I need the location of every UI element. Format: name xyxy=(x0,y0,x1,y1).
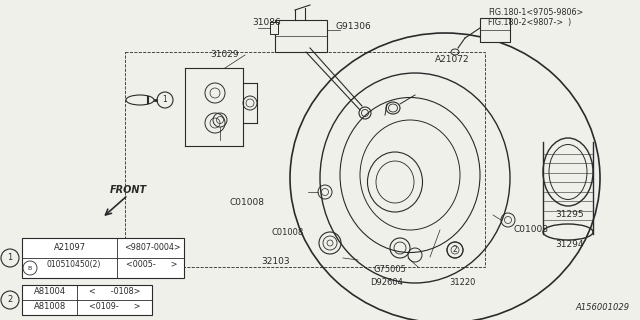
Text: 31295: 31295 xyxy=(555,210,584,219)
Bar xyxy=(125,52,485,267)
Text: G75005: G75005 xyxy=(374,265,406,274)
Text: 2: 2 xyxy=(8,295,13,305)
Text: B: B xyxy=(28,266,32,270)
Text: C01008: C01008 xyxy=(514,225,549,234)
Bar xyxy=(22,285,152,315)
Text: 31220: 31220 xyxy=(449,278,475,287)
Bar xyxy=(275,20,327,52)
Text: A81004: A81004 xyxy=(34,287,66,296)
Text: FRONT: FRONT xyxy=(109,185,147,195)
Text: A21097: A21097 xyxy=(54,243,86,252)
Text: <      -0108>: < -0108> xyxy=(90,287,141,296)
Bar xyxy=(270,22,278,34)
Text: 1: 1 xyxy=(163,95,168,105)
Text: A21072: A21072 xyxy=(435,55,470,64)
Text: C01008: C01008 xyxy=(230,198,265,207)
Text: 31086: 31086 xyxy=(252,18,281,27)
Text: FIG.180-2<9807->  ): FIG.180-2<9807-> ) xyxy=(488,18,572,27)
Text: 31294: 31294 xyxy=(555,240,584,249)
Text: 32103: 32103 xyxy=(261,257,290,266)
Text: A81008: A81008 xyxy=(34,302,66,311)
Text: 31029: 31029 xyxy=(210,50,239,59)
Text: A156001029: A156001029 xyxy=(576,303,630,312)
Text: G91306: G91306 xyxy=(335,22,371,31)
Text: 1: 1 xyxy=(8,253,13,262)
Text: 2: 2 xyxy=(452,245,458,254)
Text: <0109-      >: <0109- > xyxy=(89,302,141,311)
Text: D92604: D92604 xyxy=(371,278,403,287)
Text: FIG.180-1<9705-9806>: FIG.180-1<9705-9806> xyxy=(488,8,583,17)
Text: <0005-      >: <0005- > xyxy=(126,260,178,269)
Text: 010510450(2): 010510450(2) xyxy=(47,260,101,269)
Text: <9807-0004>: <9807-0004> xyxy=(124,243,180,252)
Text: C01008: C01008 xyxy=(272,228,304,237)
Bar xyxy=(22,238,184,278)
Bar xyxy=(480,18,510,42)
